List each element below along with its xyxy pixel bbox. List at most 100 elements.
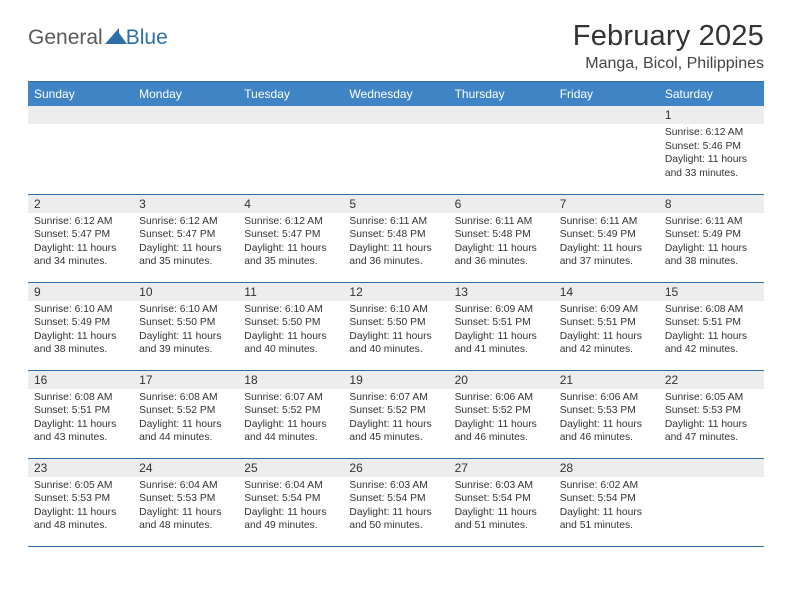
- day-details: [343, 124, 448, 130]
- day-number: 9: [28, 283, 133, 301]
- day-details: Sunrise: 6:10 AMSunset: 5:50 PMDaylight:…: [238, 301, 343, 361]
- day-details: Sunrise: 6:11 AMSunset: 5:48 PMDaylight:…: [343, 213, 448, 273]
- day-number: [238, 106, 343, 124]
- calendar-week-row: 1Sunrise: 6:12 AMSunset: 5:46 PMDaylight…: [28, 106, 764, 194]
- day-details: Sunrise: 6:04 AMSunset: 5:53 PMDaylight:…: [133, 477, 238, 537]
- calendar-day-cell: 16Sunrise: 6:08 AMSunset: 5:51 PMDayligh…: [28, 370, 133, 458]
- calendar-day-cell: 22Sunrise: 6:05 AMSunset: 5:53 PMDayligh…: [659, 370, 764, 458]
- day-details: Sunrise: 6:06 AMSunset: 5:52 PMDaylight:…: [449, 389, 554, 449]
- day-details: Sunrise: 6:09 AMSunset: 5:51 PMDaylight:…: [449, 301, 554, 361]
- day-number: [343, 106, 448, 124]
- weekday-header-row: Sunday Monday Tuesday Wednesday Thursday…: [28, 82, 764, 107]
- calendar-day-cell: 10Sunrise: 6:10 AMSunset: 5:50 PMDayligh…: [133, 282, 238, 370]
- calendar-week-row: 2Sunrise: 6:12 AMSunset: 5:47 PMDaylight…: [28, 194, 764, 282]
- calendar-day-cell: 12Sunrise: 6:10 AMSunset: 5:50 PMDayligh…: [343, 282, 448, 370]
- day-details: [449, 124, 554, 130]
- calendar-day-cell: [343, 106, 448, 194]
- day-details: Sunrise: 6:05 AMSunset: 5:53 PMDaylight:…: [659, 389, 764, 449]
- day-details: [133, 124, 238, 130]
- day-number: 25: [238, 459, 343, 477]
- day-details: Sunrise: 6:08 AMSunset: 5:52 PMDaylight:…: [133, 389, 238, 449]
- day-number: [133, 106, 238, 124]
- day-number: 28: [554, 459, 659, 477]
- day-details: [238, 124, 343, 130]
- day-number: 17: [133, 371, 238, 389]
- calendar-week-row: 23Sunrise: 6:05 AMSunset: 5:53 PMDayligh…: [28, 458, 764, 546]
- day-number: 19: [343, 371, 448, 389]
- day-number: [554, 106, 659, 124]
- day-details: Sunrise: 6:07 AMSunset: 5:52 PMDaylight:…: [343, 389, 448, 449]
- day-number: 22: [659, 371, 764, 389]
- day-details: Sunrise: 6:07 AMSunset: 5:52 PMDaylight:…: [238, 389, 343, 449]
- calendar-day-cell: 24Sunrise: 6:04 AMSunset: 5:53 PMDayligh…: [133, 458, 238, 546]
- day-number: [449, 106, 554, 124]
- calendar-day-cell: 15Sunrise: 6:08 AMSunset: 5:51 PMDayligh…: [659, 282, 764, 370]
- calendar-day-cell: 5Sunrise: 6:11 AMSunset: 5:48 PMDaylight…: [343, 194, 448, 282]
- calendar-day-cell: 2Sunrise: 6:12 AMSunset: 5:47 PMDaylight…: [28, 194, 133, 282]
- day-details: Sunrise: 6:12 AMSunset: 5:47 PMDaylight:…: [28, 213, 133, 273]
- day-number: 23: [28, 459, 133, 477]
- day-details: Sunrise: 6:12 AMSunset: 5:46 PMDaylight:…: [659, 124, 764, 184]
- logo-text-general: General: [28, 26, 103, 50]
- day-details: Sunrise: 6:09 AMSunset: 5:51 PMDaylight:…: [554, 301, 659, 361]
- calendar-day-cell: [28, 106, 133, 194]
- calendar-day-cell: 8Sunrise: 6:11 AMSunset: 5:49 PMDaylight…: [659, 194, 764, 282]
- day-details: Sunrise: 6:10 AMSunset: 5:49 PMDaylight:…: [28, 301, 133, 361]
- day-number: 1: [659, 106, 764, 124]
- day-details: Sunrise: 6:08 AMSunset: 5:51 PMDaylight:…: [28, 389, 133, 449]
- day-details: [659, 477, 764, 483]
- day-details: Sunrise: 6:12 AMSunset: 5:47 PMDaylight:…: [238, 213, 343, 273]
- calendar-day-cell: 21Sunrise: 6:06 AMSunset: 5:53 PMDayligh…: [554, 370, 659, 458]
- day-details: [554, 124, 659, 130]
- calendar-table: Sunday Monday Tuesday Wednesday Thursday…: [28, 81, 764, 547]
- calendar-day-cell: [238, 106, 343, 194]
- day-details: Sunrise: 6:10 AMSunset: 5:50 PMDaylight:…: [133, 301, 238, 361]
- day-details: Sunrise: 6:11 AMSunset: 5:48 PMDaylight:…: [449, 213, 554, 273]
- calendar-day-cell: 11Sunrise: 6:10 AMSunset: 5:50 PMDayligh…: [238, 282, 343, 370]
- day-number: 7: [554, 195, 659, 213]
- weekday-header: Saturday: [659, 82, 764, 107]
- day-details: Sunrise: 6:05 AMSunset: 5:53 PMDaylight:…: [28, 477, 133, 537]
- calendar-day-cell: 23Sunrise: 6:05 AMSunset: 5:53 PMDayligh…: [28, 458, 133, 546]
- day-details: Sunrise: 6:06 AMSunset: 5:53 PMDaylight:…: [554, 389, 659, 449]
- location-subtitle: Manga, Bicol, Philippines: [573, 55, 764, 73]
- day-number: 5: [343, 195, 448, 213]
- logo-text-blue: Blue: [126, 26, 168, 50]
- day-number: 2: [28, 195, 133, 213]
- calendar-day-cell: 1Sunrise: 6:12 AMSunset: 5:46 PMDaylight…: [659, 106, 764, 194]
- weekday-header: Friday: [554, 82, 659, 107]
- weekday-header: Thursday: [449, 82, 554, 107]
- weekday-header: Monday: [133, 82, 238, 107]
- day-number: 16: [28, 371, 133, 389]
- weekday-header: Sunday: [28, 82, 133, 107]
- day-details: Sunrise: 6:11 AMSunset: 5:49 PMDaylight:…: [659, 213, 764, 273]
- calendar-day-cell: 3Sunrise: 6:12 AMSunset: 5:47 PMDaylight…: [133, 194, 238, 282]
- calendar-day-cell: 20Sunrise: 6:06 AMSunset: 5:52 PMDayligh…: [449, 370, 554, 458]
- calendar-day-cell: 13Sunrise: 6:09 AMSunset: 5:51 PMDayligh…: [449, 282, 554, 370]
- weekday-header: Tuesday: [238, 82, 343, 107]
- day-number: 11: [238, 283, 343, 301]
- calendar-day-cell: [133, 106, 238, 194]
- day-number: 10: [133, 283, 238, 301]
- calendar-day-cell: 26Sunrise: 6:03 AMSunset: 5:54 PMDayligh…: [343, 458, 448, 546]
- day-number: 18: [238, 371, 343, 389]
- calendar-day-cell: 17Sunrise: 6:08 AMSunset: 5:52 PMDayligh…: [133, 370, 238, 458]
- title-block: February 2025 Manga, Bicol, Philippines: [573, 20, 764, 73]
- calendar-week-row: 16Sunrise: 6:08 AMSunset: 5:51 PMDayligh…: [28, 370, 764, 458]
- calendar-day-cell: 6Sunrise: 6:11 AMSunset: 5:48 PMDaylight…: [449, 194, 554, 282]
- month-title: February 2025: [573, 20, 764, 53]
- calendar-day-cell: 4Sunrise: 6:12 AMSunset: 5:47 PMDaylight…: [238, 194, 343, 282]
- calendar-day-cell: 25Sunrise: 6:04 AMSunset: 5:54 PMDayligh…: [238, 458, 343, 546]
- calendar-day-cell: 7Sunrise: 6:11 AMSunset: 5:49 PMDaylight…: [554, 194, 659, 282]
- day-details: Sunrise: 6:03 AMSunset: 5:54 PMDaylight:…: [449, 477, 554, 537]
- day-number: 4: [238, 195, 343, 213]
- day-details: Sunrise: 6:03 AMSunset: 5:54 PMDaylight:…: [343, 477, 448, 537]
- day-details: Sunrise: 6:11 AMSunset: 5:49 PMDaylight:…: [554, 213, 659, 273]
- day-number: 15: [659, 283, 764, 301]
- weekday-header: Wednesday: [343, 82, 448, 107]
- day-number: 20: [449, 371, 554, 389]
- calendar-day-cell: 14Sunrise: 6:09 AMSunset: 5:51 PMDayligh…: [554, 282, 659, 370]
- calendar-day-cell: [554, 106, 659, 194]
- day-details: Sunrise: 6:10 AMSunset: 5:50 PMDaylight:…: [343, 301, 448, 361]
- page-header: General Blue February 2025 Manga, Bicol,…: [28, 20, 764, 73]
